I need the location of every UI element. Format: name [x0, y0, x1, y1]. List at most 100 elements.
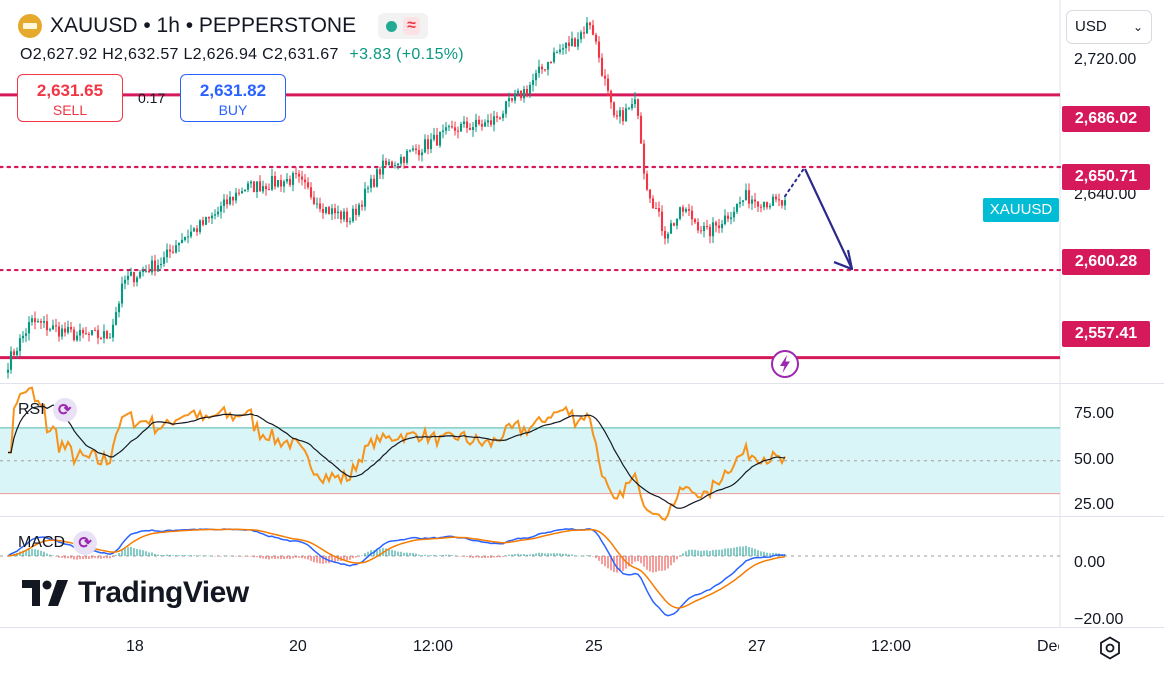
macd-histogram-bar — [274, 556, 276, 559]
candle-down — [696, 222, 700, 231]
macd-histogram-bar — [76, 556, 78, 560]
candle-up — [459, 124, 463, 132]
candle-down — [435, 134, 439, 146]
close-value: C2,631.67 — [262, 46, 339, 63]
candle-down — [279, 180, 283, 187]
candle-down — [354, 208, 358, 215]
macd-histogram-bar — [769, 553, 771, 556]
macd-histogram-bar — [745, 545, 747, 556]
candle-up — [741, 200, 745, 203]
candle-down — [456, 130, 460, 132]
candle-down — [759, 206, 763, 208]
candle-up — [315, 203, 319, 205]
macd-histogram-bar — [511, 554, 513, 556]
candle-up — [174, 245, 178, 253]
rsi-legend[interactable]: RSI ⟳ — [18, 398, 77, 422]
candle-up — [570, 38, 574, 47]
macd-histogram-bar — [328, 556, 330, 564]
candle-up — [408, 150, 412, 152]
macd-histogram-bar — [760, 551, 762, 556]
macd-histogram-bar — [673, 556, 675, 563]
macd-histogram-bar — [343, 556, 345, 560]
candle-down — [417, 150, 421, 156]
macd-histogram-bar — [472, 556, 474, 558]
macd-histogram-bar — [346, 556, 348, 561]
macd-histogram-bar — [148, 552, 150, 556]
level-tag[interactable]: 2,600.28 — [1062, 249, 1150, 275]
macd-histogram-bar — [394, 550, 396, 556]
candle-down — [657, 208, 661, 212]
candle-down — [402, 156, 406, 163]
macd-histogram-bar — [427, 555, 429, 556]
candle-up — [618, 110, 622, 117]
candle-up — [90, 330, 94, 335]
macd-histogram-bar — [376, 548, 378, 556]
macd-histogram-bar — [367, 551, 369, 556]
candle-up — [102, 331, 106, 339]
macd-histogram-bar — [721, 549, 723, 556]
refresh-icon[interactable]: ⟳ — [73, 531, 98, 555]
candle-up — [291, 173, 295, 185]
macd-histogram-bar — [235, 555, 237, 557]
candle-down — [717, 225, 721, 229]
macd-histogram-bar — [31, 548, 33, 556]
macd-histogram-bar — [58, 556, 60, 558]
macd-histogram-bar — [142, 550, 144, 556]
candle-up — [462, 121, 466, 125]
candle-down — [306, 182, 310, 188]
macd-histogram-bar — [187, 555, 189, 556]
flash-icon[interactable] — [770, 349, 800, 379]
macd-histogram-bar — [418, 554, 420, 556]
macd-histogram-bar — [622, 556, 624, 571]
macd-histogram-bar — [688, 549, 690, 556]
macd-histogram-bar — [406, 552, 408, 556]
level-tag[interactable]: 2,650.71 — [1062, 164, 1150, 190]
macd-histogram-bar — [202, 555, 204, 557]
candle-down — [333, 208, 337, 214]
candle-up — [234, 192, 238, 201]
macd-histogram-bar — [658, 556, 660, 571]
refresh-icon[interactable]: ⟳ — [52, 398, 77, 422]
macd-histogram-bar — [184, 555, 186, 556]
macd-histogram-bar — [604, 556, 606, 567]
symbol-header[interactable]: XAUUSD • 1h • PEPPERSTONE ≈ — [18, 13, 428, 39]
candle-down — [231, 196, 235, 201]
currency-select[interactable]: USD ⌄ — [1066, 10, 1152, 44]
time-tick: Dec — [1037, 638, 1059, 655]
level-tag[interactable]: 2,557.41 — [1062, 321, 1150, 347]
macd-histogram-bar — [280, 556, 282, 560]
macd-legend[interactable]: MACD ⟳ — [18, 531, 98, 555]
macd-histogram-bar — [115, 555, 117, 556]
candle-down — [774, 196, 778, 200]
candle-down — [519, 90, 523, 99]
candle-up — [285, 178, 289, 182]
buy-button[interactable]: 2,631.82 BUY — [180, 74, 286, 122]
candle-down — [168, 249, 172, 252]
level-tag[interactable]: 2,686.02 — [1062, 106, 1150, 132]
candle-up — [180, 239, 184, 244]
market-status[interactable]: ≈ — [378, 13, 428, 39]
settings-icon[interactable] — [1098, 636, 1122, 660]
candle-up — [783, 200, 787, 206]
macd-histogram-bar — [223, 555, 225, 557]
macd-histogram-bar — [592, 556, 594, 557]
macd-histogram-bar — [145, 551, 147, 556]
macd-histogram-bar — [265, 556, 267, 560]
macd-histogram-bar — [733, 547, 735, 556]
candle-down — [147, 270, 151, 273]
candle-down — [225, 199, 229, 205]
candle-up — [429, 139, 433, 150]
macd-histogram-bar — [442, 555, 444, 556]
candle-down — [300, 176, 304, 180]
candle-up — [420, 152, 424, 156]
sell-button[interactable]: 2,631.65 SELL — [17, 74, 123, 122]
macd-histogram-bar — [589, 555, 591, 556]
candle-up — [117, 303, 121, 313]
candle-up — [444, 127, 448, 131]
tradingview-logo[interactable]: TradingView — [22, 576, 249, 610]
candle-down — [153, 260, 157, 272]
macd-histogram-bar — [262, 556, 264, 559]
macd-histogram-bar — [709, 551, 711, 556]
time-tick: 12:00 — [413, 638, 454, 655]
